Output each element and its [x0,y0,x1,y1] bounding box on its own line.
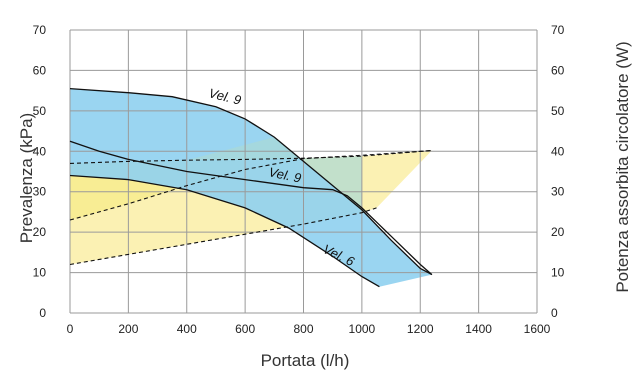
x-tick-label-0: 0 [67,322,74,336]
y2-tick-label-5: 50 [551,104,565,118]
y-tick-label-4: 40 [33,144,47,158]
curve-label-vel9-lower: Vel. 9 [267,164,302,185]
y-tick-label-7: 70 [33,23,47,37]
overlap-area [186,137,362,210]
y-tick-label-3: 30 [33,185,47,199]
x-tick-label-7: 1400 [465,322,492,336]
areas-layer [70,88,432,287]
y2-tick-label-2: 20 [551,225,565,239]
head-band-area [70,88,432,287]
curves-layer [69,87,433,288]
y2-tick-label-7: 70 [551,23,565,37]
head-curve-0 [69,87,433,276]
ticks-layer: 0 200 400 600 800 1000 1200 1400 160001020304050… [33,23,565,336]
head-curve-2 [69,174,380,288]
y2-tick-label-3: 30 [551,185,565,199]
y-tick-label-6: 60 [33,63,47,77]
x-tick-label-1: 200 [118,322,138,336]
y2-tick-label-0: 0 [551,306,558,320]
power-curve-5 [69,207,377,266]
y-tick-label-5: 50 [33,104,47,118]
y2-tick-label-1: 10 [551,266,565,280]
y2-tick-label-6: 60 [551,63,565,77]
power-curve-3 [69,149,432,164]
y-axis-title: Prevalenza (kPa) [17,113,36,243]
x-axis-title: Portata (l/h) [261,351,350,370]
x-tick-label-2: 400 [177,322,197,336]
x-tick-label-3: 600 [235,322,255,336]
x-tick-label-6: 1200 [407,322,434,336]
y-tick-label-0: 0 [39,306,46,320]
y2-axis-title: Potenza assorbita circolatore (W) [613,41,632,292]
x-tick-label-4: 800 [293,322,313,336]
power-curve-4 [69,149,432,221]
y2-tick-label-4: 40 [551,144,565,158]
grid-layer [69,29,538,314]
x-tick-label-5: 1000 [349,322,376,336]
y-tick-label-1: 10 [33,266,47,280]
y-tick-label-2: 20 [33,225,47,239]
head-curve-1 [69,140,433,276]
x-tick-label-8: 1600 [524,322,551,336]
curve-label-vel9-upper: Vel. 9 [207,85,242,107]
